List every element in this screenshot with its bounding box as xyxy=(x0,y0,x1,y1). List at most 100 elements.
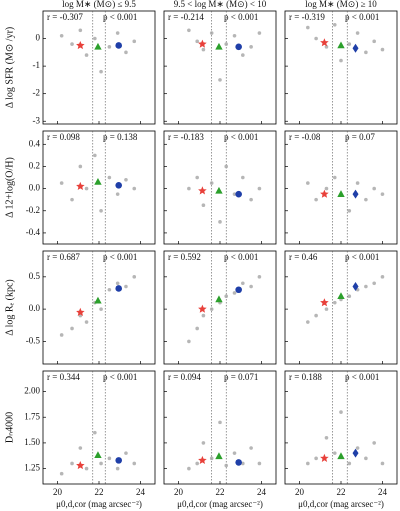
point xyxy=(337,452,345,460)
correlation-r: r = 0.592 xyxy=(168,252,201,262)
y-axis-label: Dₙ4000 xyxy=(4,412,15,443)
point xyxy=(306,25,310,30)
point xyxy=(347,42,352,46)
point xyxy=(218,220,222,224)
point xyxy=(195,39,199,44)
point xyxy=(93,153,97,158)
point xyxy=(355,446,360,450)
point xyxy=(94,177,102,185)
panel-frame xyxy=(163,10,277,125)
point xyxy=(257,31,262,35)
point xyxy=(115,192,120,196)
point xyxy=(76,181,85,190)
y-tick-label: 0.0 xyxy=(29,183,41,193)
point xyxy=(347,208,352,213)
point xyxy=(198,455,207,464)
point xyxy=(320,38,329,47)
point xyxy=(218,420,222,425)
panel-frame xyxy=(163,370,277,485)
point xyxy=(352,189,359,199)
point xyxy=(241,281,245,286)
point xyxy=(249,197,253,202)
point xyxy=(339,410,343,414)
point xyxy=(215,186,223,194)
column-title: log M∗ (M⊙) ≥ 10 xyxy=(305,0,377,9)
point xyxy=(215,42,223,50)
point xyxy=(235,190,242,198)
point xyxy=(94,42,102,50)
point xyxy=(124,284,128,289)
correlation-p: p < 0.001 xyxy=(224,252,258,262)
point xyxy=(59,181,64,185)
point xyxy=(76,461,85,470)
point xyxy=(59,333,64,337)
point xyxy=(372,441,376,445)
y-tick-label: 0 xyxy=(36,33,41,43)
point xyxy=(320,189,329,198)
correlation-p: p < 0.001 xyxy=(345,372,379,382)
point xyxy=(201,47,206,52)
point xyxy=(201,313,206,318)
point xyxy=(257,461,262,466)
y-tick-label: -2 xyxy=(33,88,41,98)
point xyxy=(132,275,137,279)
point xyxy=(215,452,223,460)
panel-frame xyxy=(42,250,156,365)
y-tick-label: -0.5 xyxy=(26,335,41,345)
point xyxy=(235,43,242,51)
x-tick-label: 22 xyxy=(95,487,104,497)
point xyxy=(241,175,245,180)
point xyxy=(380,275,385,279)
point xyxy=(198,304,207,313)
point xyxy=(187,466,191,471)
point xyxy=(235,286,242,294)
point xyxy=(93,430,97,435)
x-tick-label: 22 xyxy=(216,487,225,497)
point xyxy=(314,313,318,318)
point xyxy=(235,459,242,466)
point xyxy=(306,461,310,466)
point xyxy=(324,45,329,49)
x-tick-label: 20 xyxy=(174,487,184,497)
point xyxy=(347,294,352,299)
panel-frame xyxy=(42,370,156,485)
point xyxy=(187,339,191,344)
point xyxy=(337,190,345,197)
point xyxy=(372,186,376,191)
point xyxy=(209,31,214,35)
correlation-p: p = 0.138 xyxy=(103,132,138,142)
correlation-r: r = 0.344 xyxy=(47,372,80,382)
point xyxy=(218,78,222,82)
point xyxy=(224,164,229,169)
correlation-p: p = 0.07 xyxy=(345,132,375,142)
correlation-r: r = -0.214 xyxy=(168,12,204,22)
column-title: log M∗ (M⊙) ≤ 9.5 xyxy=(62,0,136,9)
point xyxy=(78,164,83,169)
point xyxy=(99,307,103,311)
point xyxy=(59,34,64,38)
point xyxy=(324,435,329,440)
point xyxy=(198,39,207,48)
point xyxy=(78,446,83,450)
point xyxy=(364,456,368,461)
point xyxy=(224,294,229,299)
point xyxy=(372,281,376,286)
point xyxy=(115,281,120,286)
correlation-p: p < 0.001 xyxy=(103,252,137,262)
point xyxy=(76,307,85,316)
point xyxy=(324,186,329,191)
point xyxy=(76,41,85,50)
point xyxy=(339,58,343,63)
y-tick-label: 0.4 xyxy=(29,138,41,148)
correlation-r: r = -0.183 xyxy=(168,132,204,142)
x-tick-label: 22 xyxy=(337,487,346,497)
point xyxy=(70,42,74,46)
correlation-r: r = 0.188 xyxy=(289,372,322,382)
point xyxy=(201,203,206,208)
y-tick-label: 0.2 xyxy=(29,161,40,171)
x-axis-label: μ0,d,cor (mag arcsec⁻²) xyxy=(56,499,142,509)
point xyxy=(107,456,112,461)
y-axis-label: Δ log Rₑ (kpc) xyxy=(4,279,15,336)
y-axis-label: Δ log SFR (M⊙ /yr) xyxy=(4,27,15,109)
point xyxy=(198,186,207,195)
